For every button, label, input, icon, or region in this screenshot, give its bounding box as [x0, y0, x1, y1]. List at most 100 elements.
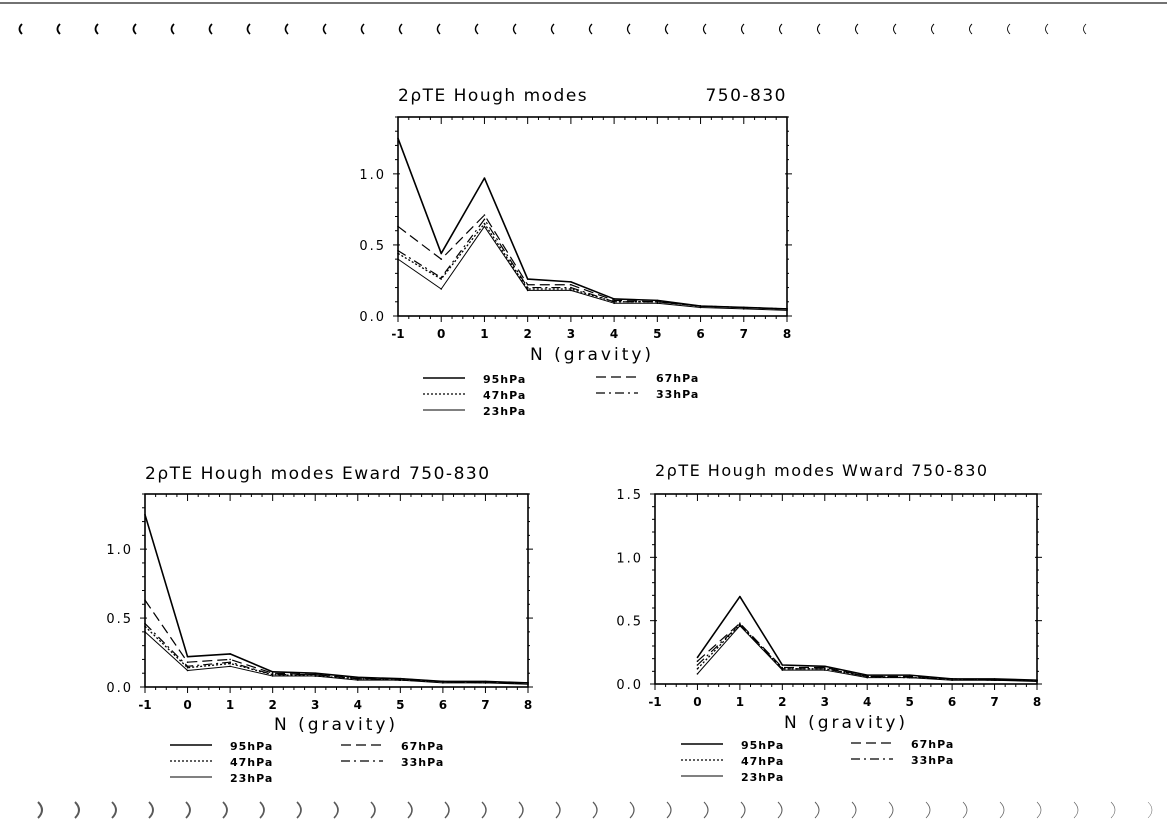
data-point-23hPa [613, 302, 615, 305]
top-edge-mark [816, 23, 821, 35]
bottom-edge-mark [1110, 801, 1116, 819]
bottom-edge-mark [407, 801, 413, 819]
y-tick-label: 1.0 [106, 543, 133, 558]
legend-label: 67hPa [656, 372, 699, 385]
bottom-edge-mark [888, 801, 894, 819]
data-point-23hPa [866, 676, 869, 679]
top-edge-mark [246, 23, 251, 35]
legend-label: 47hPa [741, 755, 784, 768]
data-point-33hPa [1036, 679, 1038, 681]
x-tick-label: 3 [821, 695, 829, 709]
top-edge-mark [854, 23, 859, 35]
legend-label: 33hPa [911, 754, 954, 767]
x-tick-label: 3 [567, 327, 575, 341]
bottom-edge-mark [370, 801, 376, 819]
x-tick-label: 1 [736, 695, 744, 709]
data-point-67hPa [823, 666, 826, 669]
bottom-edge-mark [703, 801, 709, 819]
data-point-33hPa [440, 276, 443, 279]
x-tick-label: 2 [268, 698, 276, 712]
x-tick-label: 8 [1033, 695, 1041, 709]
data-point-95hPa [696, 656, 699, 659]
bottom-edge-mark [592, 801, 598, 819]
data-point-33hPa [781, 668, 784, 670]
top-edge-mark [931, 23, 935, 35]
bottom-edge-mark [185, 801, 191, 819]
top-edge-mark [626, 23, 631, 35]
data-point-23hPa [656, 302, 659, 305]
data-point-33hPa [314, 673, 317, 676]
y-tick-label: 0.0 [359, 310, 386, 325]
x-tick-label: 0 [693, 695, 701, 709]
data-point-47hPa [186, 666, 189, 669]
series-line-95hPa [397, 138, 788, 310]
data-point-47hPa [440, 278, 443, 280]
x-tick-label: 4 [610, 327, 618, 341]
data-point-33hPa [229, 661, 231, 663]
data-point-33hPa [739, 623, 741, 626]
data-point-23hPa [356, 679, 359, 681]
legend: 95hPa 47hPa 23hPa 67hPa 33hPa [423, 372, 699, 418]
chart-title-range: 750-830 [705, 86, 787, 106]
bottom-edge-mark [962, 801, 968, 819]
x-tick-label: 8 [524, 698, 532, 712]
data-point-23hPa [951, 679, 953, 681]
x-tick-label: 8 [783, 327, 791, 341]
top-edge-mark [893, 23, 897, 35]
data-point-33hPa [483, 218, 486, 221]
top-edge-mark [18, 23, 23, 35]
bottom-edge-mark [333, 801, 339, 819]
bottom-edge-mark [111, 801, 117, 819]
legend-label: 67hPa [911, 738, 954, 751]
top-edge-mark [1007, 23, 1011, 35]
bottom-edge-mark [999, 801, 1005, 819]
data-point-67hPa [908, 675, 911, 678]
data-point-95hPa [613, 298, 615, 300]
x-tick-label: 5 [653, 327, 661, 341]
data-point-47hPa [229, 662, 231, 665]
top-edge-mark [436, 23, 441, 35]
bottom-edge-mark [555, 801, 561, 819]
data-point-33hPa [271, 673, 274, 676]
data-point-23hPa [696, 673, 699, 675]
bottom-edge-mark [296, 801, 302, 819]
bottom-edge-mark [1147, 801, 1153, 819]
top-edge-mark [132, 23, 137, 35]
top-edge-mark [778, 23, 783, 35]
x-tick-label: 0 [437, 327, 445, 341]
data-point-95hPa [144, 513, 146, 516]
data-point-95hPa [229, 653, 231, 655]
data-point-23hPa [786, 309, 788, 312]
x-tick-label: 3 [311, 698, 319, 712]
data-point-67hPa [526, 283, 529, 286]
data-point-95hPa [656, 299, 659, 302]
legend-label: 23hPa [230, 772, 273, 785]
x-tick-label: 5 [396, 698, 404, 712]
data-point-33hPa [696, 664, 699, 666]
y-tick-label: 0.5 [106, 612, 133, 627]
bottom-edge-mark [814, 801, 820, 819]
data-point-95hPa [570, 281, 572, 283]
x-axis-label: N (gravity) [784, 713, 908, 733]
top-edge-mark [664, 23, 669, 35]
data-point-33hPa [570, 286, 572, 289]
bottom-edge-mark [1073, 801, 1079, 819]
legend: 95hPa 47hPa 23hPa 67hPa 33hPa [170, 740, 443, 785]
bottom-edge-mark [481, 801, 487, 819]
top-edge-mark [284, 23, 289, 35]
data-point-33hPa [399, 679, 402, 681]
data-point-23hPa [699, 306, 702, 309]
data-point-23hPa [271, 675, 274, 677]
x-tick-label: -1 [648, 695, 661, 709]
top-edge-mark [322, 23, 327, 35]
y-tick-label: 0.0 [106, 681, 133, 696]
bottom-edge-mark [259, 801, 265, 819]
chart-2: 2ρTE Hough modes Eward 750-830-1 0 1 2 3 4 5 6 7… [106, 464, 533, 785]
data-point-67hPa [613, 299, 615, 302]
series-line-95hPa [696, 595, 1038, 681]
data-point-33hPa [613, 300, 615, 303]
x-tick-label: 7 [990, 695, 998, 709]
y-tick-label: 0.5 [359, 239, 386, 254]
top-edge-mark [550, 23, 555, 35]
bottom-edge-mark [518, 801, 524, 819]
